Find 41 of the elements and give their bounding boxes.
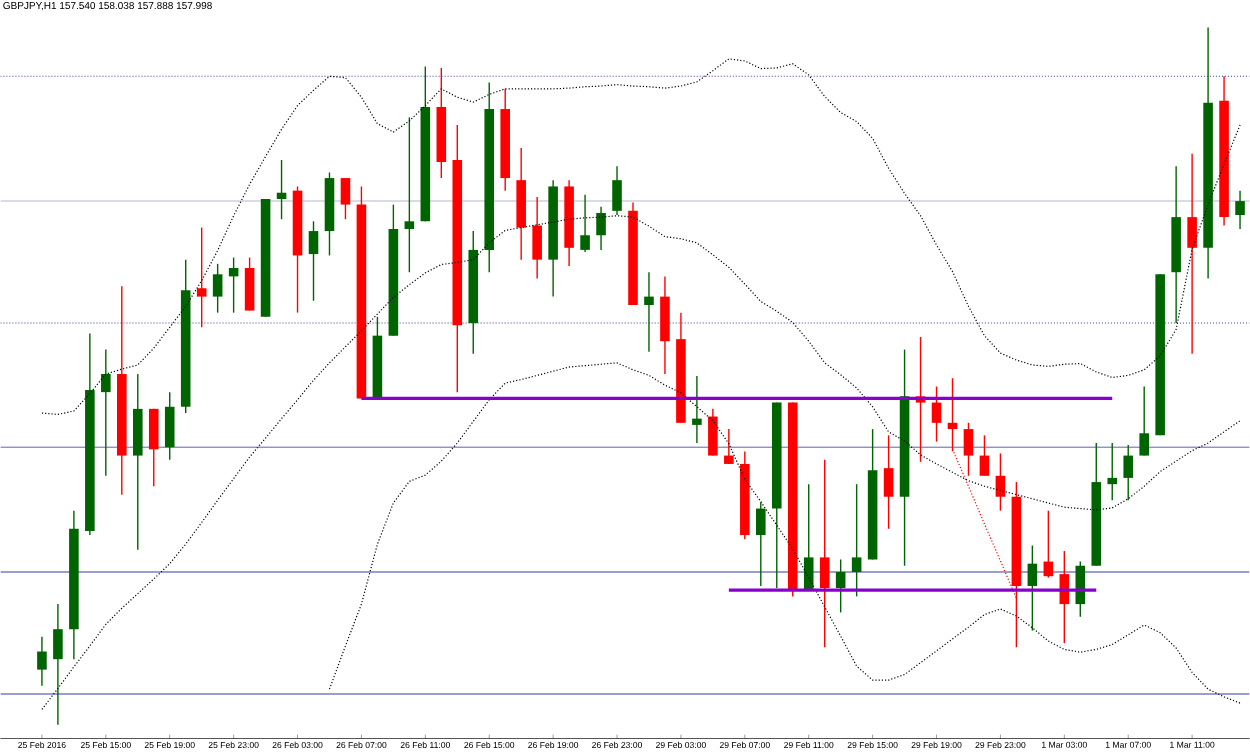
candlestick: [979, 434, 990, 477]
candlestick: [212, 262, 223, 313]
candlestick: [53, 603, 63, 726]
candlestick: [1123, 444, 1134, 501]
candlestick: [101, 348, 111, 477]
candlestick: [196, 226, 207, 328]
candlestick: [756, 501, 766, 587]
candlestick: [148, 407, 159, 487]
candlestick: [164, 391, 175, 461]
candlestick: [819, 458, 830, 648]
candlestick: [37, 635, 47, 687]
candlestick: [1107, 441, 1118, 501]
candlestick: [692, 375, 702, 444]
candlestick: [803, 483, 814, 591]
candlestick: [660, 275, 670, 375]
candlestick: [883, 434, 894, 530]
candlestick: [1235, 189, 1245, 230]
candlestick: [1043, 509, 1054, 578]
candlestick: [228, 256, 239, 313]
candlestick: [835, 558, 846, 613]
candlestick: [244, 256, 255, 311]
candlestick: [1187, 152, 1197, 355]
candlestick: [1075, 560, 1086, 617]
candlestick: [1027, 544, 1038, 631]
candlestick: [596, 205, 606, 251]
candlestick: [340, 177, 351, 220]
candlestick: [1139, 385, 1149, 456]
candlestick: [708, 407, 718, 456]
candlestick: [644, 271, 654, 353]
candlestick: [276, 158, 287, 220]
candlestick: [612, 165, 622, 216]
candlestick: [532, 195, 542, 279]
candlestick: [851, 483, 862, 597]
candlestick: [931, 385, 942, 442]
candlestick: [404, 116, 415, 273]
candlestick: [516, 147, 526, 261]
candlestick: [308, 220, 319, 302]
candlestick: [995, 452, 1006, 512]
candlestick: [132, 372, 143, 551]
candlestick: [580, 193, 590, 253]
candlestick: [724, 428, 734, 465]
